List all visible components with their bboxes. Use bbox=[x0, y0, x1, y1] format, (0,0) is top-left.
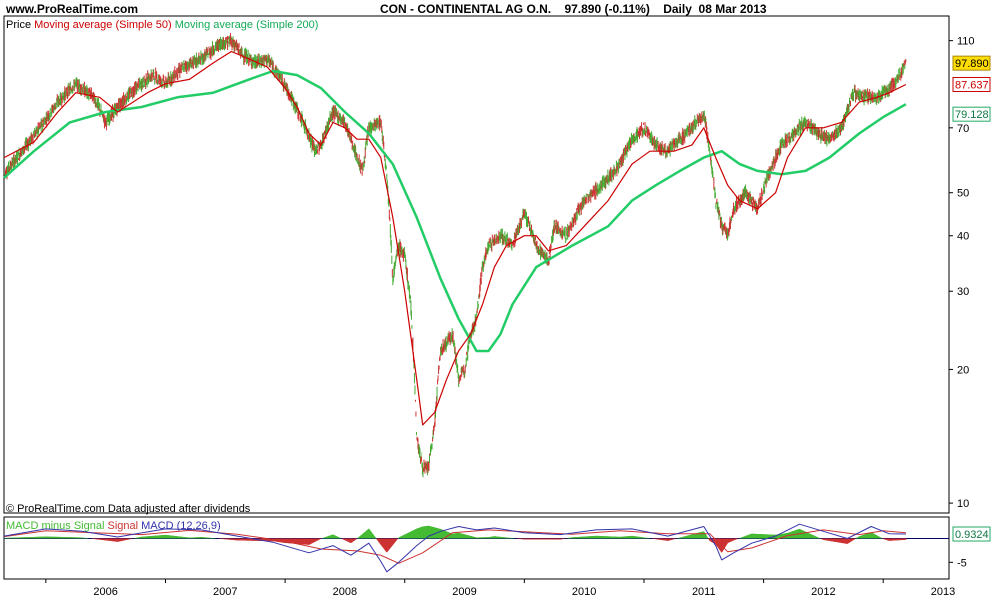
last-price-badge-box bbox=[952, 55, 991, 71]
macd-line bbox=[3, 523, 906, 573]
macd-badge-box bbox=[952, 526, 991, 542]
legend-macd-params: (12,26,9) bbox=[176, 520, 221, 532]
y-tick-label: 30 bbox=[957, 286, 969, 298]
chart-date: 08 Mar 2013 bbox=[698, 2, 767, 16]
legend-macd-hist: MACD minus Signal bbox=[6, 520, 105, 532]
legend-ma200: Moving average (Simple 200) bbox=[174, 19, 319, 31]
y-tick-label: 20 bbox=[957, 364, 969, 376]
macd-legend: MACD minus Signal Signal MACD (12,26,9) bbox=[6, 520, 221, 532]
last-price-badge: 97.890 bbox=[955, 58, 989, 70]
macd-panel[interactable] bbox=[3, 516, 950, 580]
ma50-line bbox=[3, 50, 907, 426]
x-tick-label: 2006 bbox=[93, 586, 117, 598]
value-badges: 97.890 87.637 79.128 0.9324 bbox=[952, 55, 991, 542]
macd-signal-line bbox=[3, 529, 906, 564]
x-tick-label: 2010 bbox=[572, 586, 596, 598]
legend-macd-signal: Signal bbox=[107, 520, 139, 532]
period-label: Daily bbox=[663, 2, 692, 16]
ma50-badge-box bbox=[952, 76, 991, 92]
instrument-name: CON - CONTINENTAL AG O.N. bbox=[380, 2, 552, 16]
y-tick-label: 40 bbox=[957, 231, 969, 243]
y-tick-label: 50 bbox=[957, 188, 969, 200]
price-legend: Price Moving average (Simple 50) Moving … bbox=[6, 19, 318, 31]
macd-tick-label: -5 bbox=[957, 557, 967, 569]
y-tick-label: 110 bbox=[957, 36, 975, 48]
ma200-badge: 79.128 bbox=[955, 109, 989, 121]
x-tick-label: 2011 bbox=[692, 586, 716, 598]
price-panel[interactable] bbox=[3, 15, 950, 514]
x-tick-label: 2007 bbox=[213, 586, 237, 598]
legend-ma50: Moving average (Simple 50) bbox=[34, 19, 172, 31]
macd-indicator: -5 bbox=[3, 523, 967, 573]
site-url[interactable]: www.ProRealTime.com bbox=[6, 2, 139, 16]
data-credit: © ProRealTime.com Data adjusted after di… bbox=[6, 503, 251, 515]
ma50-badge: 87.637 bbox=[955, 79, 989, 91]
indicator-lines bbox=[3, 50, 907, 426]
x-tick-label: 2008 bbox=[333, 586, 357, 598]
chart-title: CON - CONTINENTAL AG O.N. 97.890 (-0.11%… bbox=[380, 2, 767, 16]
ma200-line bbox=[3, 69, 907, 353]
y-axis: 10 20 30 40 50 70 110 bbox=[949, 36, 975, 510]
price-change: 97.890 (-0.11%) bbox=[564, 2, 650, 16]
y-tick-label: 10 bbox=[957, 498, 969, 510]
y-tick-label: 70 bbox=[957, 123, 969, 135]
x-tick-label: 2009 bbox=[452, 586, 476, 598]
x-axis: 2006 2007 2008 2009 2010 2011 2012 2013 bbox=[45, 579, 955, 598]
x-tick-label: 2013 bbox=[931, 586, 955, 598]
legend-price: Price bbox=[6, 19, 32, 31]
price-candles bbox=[3, 32, 907, 478]
x-tick-label: 2012 bbox=[811, 586, 835, 598]
macd-badge: 0.9324 bbox=[955, 529, 989, 541]
ma200-badge-box bbox=[952, 106, 991, 122]
